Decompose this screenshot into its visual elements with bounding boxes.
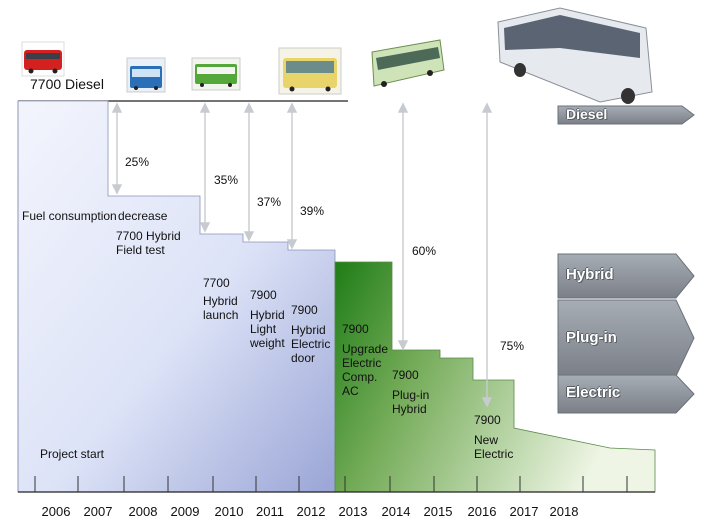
year-2007: 2007: [83, 504, 113, 519]
year-2012: 2012: [296, 504, 326, 519]
year-2013: 2013: [338, 504, 368, 519]
decrease-label: decrease: [118, 209, 168, 223]
reduction-75-label: 75%: [500, 339, 525, 353]
legend-diesel-label: Diesel: [566, 106, 608, 122]
year-2010: 2010: [214, 504, 244, 519]
green-consumption-region: [334, 261, 656, 493]
bus-photo-concept: [497, 7, 653, 104]
axis-ticks: [34, 476, 628, 492]
reduction-60-label: 60%: [412, 244, 437, 258]
bus-photo-2014: [371, 39, 445, 87]
legend-plugin-shape: [557, 299, 695, 377]
blue-consumption-region: [17, 100, 336, 493]
bus-photo-diesel: [21, 41, 65, 77]
year-2015: 2015: [423, 504, 453, 519]
year-2006: 2006: [41, 504, 71, 519]
year-2016: 2016: [467, 504, 497, 519]
diesel-7700-label: 7700 Diesel: [30, 76, 104, 92]
milestone-new-electric: 7900 New Electric: [474, 413, 514, 461]
milestone-plugin-hybrid: 7900 Plug-in Hybrid: [392, 368, 430, 416]
legend-hybrid-shape: [557, 253, 695, 299]
year-2009: 2009: [170, 504, 200, 519]
year-2008: 2008: [128, 504, 158, 519]
legend-diesel-shape: [557, 105, 695, 125]
reduction-arrows: [111, 102, 493, 408]
milestone-hybrid-electric-door: 7900 Hybrid Electric door: [291, 303, 331, 365]
legend-electric-shape: [557, 374, 695, 414]
reduction-39-label: 39%: [300, 204, 325, 218]
legend-electric-label: Electric: [566, 384, 621, 401]
year-2011: 2011: [256, 504, 284, 519]
legend-hybrid-label: Hybrid: [566, 266, 614, 283]
reduction-37-label: 37%: [257, 195, 282, 209]
year-2018: 2018: [549, 504, 579, 519]
bus-photo-2010: [191, 57, 241, 91]
year-2017: 2017: [509, 504, 539, 519]
legend-plugin-label: Plug-in: [566, 329, 617, 346]
bus-photo-2012: [278, 47, 342, 95]
milestone-hybrid-light-weight: 7900 Hybrid Light weight: [250, 288, 285, 350]
milestone-hybrid-field-test: 7700 Hybrid Field test: [116, 229, 181, 257]
milestone-upgrade-electric-ac: 7900 Upgrade Electric Comp. AC: [342, 322, 389, 398]
milestone-hybrid-launch: 7700 Hybrid launch: [203, 276, 239, 322]
legend-arrows: [557, 105, 695, 414]
year-2014: 2014: [381, 504, 411, 519]
project-start-label: Project start: [40, 447, 105, 461]
reduction-25-label: 25%: [125, 155, 150, 169]
bus-photo-2008: [126, 57, 166, 93]
reduction-35-label: 35%: [214, 173, 239, 187]
fuel-consumption-label: Fuel consumption: [22, 209, 117, 223]
